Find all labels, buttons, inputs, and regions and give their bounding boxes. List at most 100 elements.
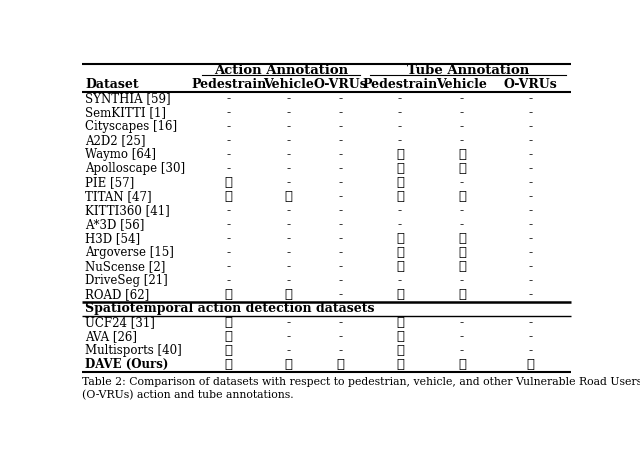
Text: -: - [286, 204, 291, 217]
Text: -: - [339, 120, 342, 133]
Text: -: - [528, 120, 532, 133]
Text: DAVE (Ours): DAVE (Ours) [85, 358, 168, 371]
Text: -: - [528, 134, 532, 147]
Text: -: - [227, 232, 231, 245]
Text: ✓: ✓ [396, 330, 404, 343]
Text: ✓: ✓ [225, 190, 233, 203]
Text: -: - [286, 106, 291, 119]
Text: Multisports [40]: Multisports [40] [85, 344, 182, 357]
Text: ✓: ✓ [396, 176, 404, 189]
Text: -: - [398, 218, 402, 231]
Text: ✓: ✓ [458, 190, 466, 203]
Text: -: - [286, 92, 291, 105]
Text: -: - [339, 162, 342, 175]
Text: -: - [398, 92, 402, 105]
Text: PIE [57]: PIE [57] [85, 176, 134, 189]
Text: ✓: ✓ [225, 316, 233, 329]
Text: ✓: ✓ [526, 358, 534, 371]
Text: -: - [339, 288, 342, 301]
Text: Apolloscape [30]: Apolloscape [30] [85, 162, 185, 175]
Text: ✓: ✓ [458, 260, 466, 273]
Text: H3D [54]: H3D [54] [85, 232, 140, 245]
Text: -: - [286, 316, 291, 329]
Text: ✓: ✓ [458, 358, 466, 371]
Text: -: - [286, 274, 291, 287]
Text: -: - [339, 246, 342, 259]
Text: -: - [339, 204, 342, 217]
Text: O-VRUs: O-VRUs [314, 78, 367, 91]
Text: -: - [460, 204, 464, 217]
Text: Argoverse [15]: Argoverse [15] [85, 246, 174, 259]
Text: -: - [528, 288, 532, 301]
Text: ✓: ✓ [458, 288, 466, 301]
Text: -: - [339, 106, 342, 119]
Text: Vehicle: Vehicle [436, 78, 487, 91]
Text: -: - [398, 204, 402, 217]
Text: -: - [460, 134, 464, 147]
Text: ✓: ✓ [396, 246, 404, 259]
Text: -: - [460, 120, 464, 133]
Text: -: - [339, 344, 342, 357]
Text: KITTI360 [41]: KITTI360 [41] [85, 204, 170, 217]
Text: Pedestrain: Pedestrain [191, 78, 266, 91]
Text: -: - [286, 218, 291, 231]
Text: ✓: ✓ [458, 246, 466, 259]
Text: -: - [460, 106, 464, 119]
Text: -: - [286, 344, 291, 357]
Text: -: - [227, 162, 231, 175]
Text: ✓: ✓ [396, 288, 404, 301]
Text: -: - [339, 190, 342, 203]
Text: -: - [528, 260, 532, 273]
Text: -: - [339, 218, 342, 231]
Text: ✓: ✓ [284, 358, 292, 371]
Text: Spatiotemporal action detection datasets: Spatiotemporal action detection datasets [85, 302, 374, 315]
Text: -: - [528, 106, 532, 119]
Text: -: - [528, 162, 532, 175]
Text: Action Annotation: Action Annotation [214, 64, 348, 77]
Text: Pedestrain: Pedestrain [362, 78, 438, 91]
Text: -: - [398, 134, 402, 147]
Text: -: - [528, 176, 532, 189]
Text: -: - [528, 316, 532, 329]
Text: -: - [528, 218, 532, 231]
Text: TITAN [47]: TITAN [47] [85, 190, 152, 203]
Text: -: - [398, 106, 402, 119]
Text: -: - [339, 148, 342, 161]
Text: -: - [339, 330, 342, 343]
Text: -: - [227, 120, 231, 133]
Text: Tube Annotation: Tube Annotation [407, 64, 529, 77]
Text: -: - [460, 274, 464, 287]
Text: -: - [339, 274, 342, 287]
Text: ✓: ✓ [225, 330, 233, 343]
Text: -: - [286, 162, 291, 175]
Text: -: - [286, 120, 291, 133]
Text: -: - [460, 316, 464, 329]
Text: -: - [528, 330, 532, 343]
Text: ✓: ✓ [458, 162, 466, 175]
Text: ROAD [62]: ROAD [62] [85, 288, 149, 301]
Text: -: - [227, 260, 231, 273]
Text: -: - [339, 260, 342, 273]
Text: ✓: ✓ [396, 162, 404, 175]
Text: SYNTHIA [59]: SYNTHIA [59] [85, 92, 171, 105]
Text: ✓: ✓ [396, 358, 404, 371]
Text: -: - [339, 232, 342, 245]
Text: -: - [460, 330, 464, 343]
Text: -: - [528, 148, 532, 161]
Text: ✓: ✓ [225, 358, 233, 371]
Text: ✓: ✓ [396, 232, 404, 245]
Text: -: - [460, 176, 464, 189]
Text: -: - [460, 218, 464, 231]
Text: -: - [286, 134, 291, 147]
Text: -: - [339, 92, 342, 105]
Text: ✓: ✓ [396, 316, 404, 329]
Text: -: - [286, 232, 291, 245]
Text: Vehicle: Vehicle [263, 78, 314, 91]
Text: UCF24 [31]: UCF24 [31] [85, 316, 155, 329]
Text: Waymo [64]: Waymo [64] [85, 148, 156, 161]
Text: -: - [227, 134, 231, 147]
Text: NuScense [2]: NuScense [2] [85, 260, 165, 273]
Text: ✓: ✓ [225, 344, 233, 357]
Text: Dataset: Dataset [85, 78, 139, 91]
Text: -: - [227, 106, 231, 119]
